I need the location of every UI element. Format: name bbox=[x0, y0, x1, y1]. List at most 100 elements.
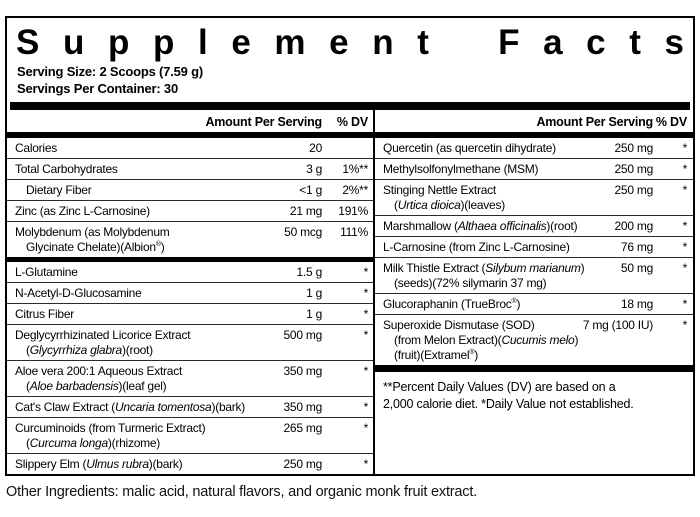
ingredient-amount: 18 mg bbox=[620, 296, 653, 311]
ingredient-name: Marshmallow (Althaea officinalis)(root) bbox=[383, 218, 578, 233]
ingredient-dv: 111% bbox=[340, 224, 368, 239]
ingredient-name: Stinging Nettle Extract bbox=[383, 182, 496, 197]
ingredient-row: Zinc (as Zinc L-Carnosine) 21 mg 191% bbox=[7, 201, 373, 222]
ingredient-name-continued: (seeds)(72% silymarin 37 mg) bbox=[394, 275, 547, 290]
ingredient-amount: 21 mg bbox=[289, 203, 322, 218]
ingredient-amount: 250 mg bbox=[614, 140, 653, 155]
facts-columns: Amount Per Serving % DV Calories 20 Tota… bbox=[7, 110, 693, 474]
left-header-bar bbox=[7, 132, 373, 138]
ingredient-name: N-Acetyl-D-Glucosamine bbox=[15, 285, 142, 300]
ingredient-row: Aloe vera 200:1 Aqueous Extract 350 mg *… bbox=[7, 361, 373, 397]
ingredient-name: Slippery Elm (Ulmus rubra)(bark) bbox=[15, 456, 183, 471]
ingredient-row: Slippery Elm (Ulmus rubra)(bark) 250 mg … bbox=[7, 454, 373, 474]
ingredient-amount: <1 g bbox=[299, 182, 322, 197]
ingredient-dv: * bbox=[682, 296, 688, 311]
ingredient-name-continued: (Urtica dioica)(leaves) bbox=[394, 197, 505, 212]
column-divider bbox=[373, 110, 375, 474]
ingredient-row: Marshmallow (Althaea officinalis)(root) … bbox=[375, 216, 693, 237]
right-column-header: Amount Per Serving % DV bbox=[375, 110, 693, 132]
ingredient-amount: 1 g bbox=[306, 285, 322, 300]
ingredient-amount: 250 mg bbox=[614, 182, 653, 197]
top-divider-bar bbox=[10, 102, 690, 110]
ingredient-name: L-Carnosine (from Zinc L-Carnosine) bbox=[383, 239, 570, 254]
ingredient-row: Glucoraphanin (TrueBroc®) 18 mg * bbox=[375, 294, 693, 315]
ingredient-dv: * bbox=[363, 420, 369, 435]
percent-dv-header: % DV bbox=[336, 115, 368, 129]
ingredient-dv: * bbox=[682, 260, 688, 275]
ingredient-name: Quercetin (as quercetin dihydrate) bbox=[383, 140, 556, 155]
ingredient-amount: 7 mg (100 IU) bbox=[582, 317, 653, 332]
ingredient-amount: 76 mg bbox=[620, 239, 653, 254]
ingredient-row: Milk Thistle Extract (Silybum marianum) … bbox=[375, 258, 693, 294]
ingredient-dv: * bbox=[682, 161, 688, 176]
daily-value-footnote: **Percent Daily Values (DV) are based on… bbox=[383, 380, 634, 411]
ingredient-name: Aloe vera 200:1 Aqueous Extract bbox=[15, 363, 183, 378]
ingredient-row: L-Glutamine 1.5 g * bbox=[7, 262, 373, 283]
ingredient-name-continued: (Glycyrrhiza glabra)(root) bbox=[26, 342, 153, 357]
other-ingredients: Other Ingredients: malic acid, natural f… bbox=[6, 484, 477, 500]
ingredient-amount: 250 mg bbox=[283, 456, 322, 471]
ingredient-row: Calories 20 bbox=[7, 138, 373, 159]
ingredient-dv: 191% bbox=[338, 203, 368, 218]
ingredient-amount: 200 mg bbox=[614, 218, 653, 233]
ingredient-row: Total Carbohydrates 3 g 1%** bbox=[7, 159, 373, 180]
nutrients-section: Calories 20 Total Carbohydrates 3 g 1%**… bbox=[7, 138, 373, 257]
ingredient-row: Stinging Nettle Extract 250 mg * (Urtica… bbox=[375, 180, 693, 216]
ingredient-name: Zinc (as Zinc L-Carnosine) bbox=[15, 203, 150, 218]
left-section-bar bbox=[7, 257, 373, 262]
ingredient-name: Citrus Fiber bbox=[15, 306, 75, 321]
ingredient-row: L-Carnosine (from Zinc L-Carnosine) 76 m… bbox=[375, 237, 693, 258]
ingredient-dv: * bbox=[363, 363, 369, 378]
ingredient-dv: * bbox=[682, 182, 688, 197]
ingredient-amount: 50 mg bbox=[620, 260, 653, 275]
ingredient-name-continued: (from Melon Extract)(Cucumis melo) bbox=[394, 332, 579, 347]
ingredient-amount: 3 g bbox=[306, 161, 322, 176]
ingredient-name: Methylsolfonylmethane (MSM) bbox=[383, 161, 539, 176]
ingredient-dv: * bbox=[682, 140, 688, 155]
ingredient-dv: * bbox=[363, 327, 369, 342]
ingredient-name: Cat's Claw Extract (Uncaria tomentosa)(b… bbox=[15, 399, 246, 414]
serving-size: Serving Size: 2 Scoops (7.59 g) bbox=[17, 64, 203, 79]
ingredient-dv: * bbox=[682, 317, 688, 332]
ingredients-section: Quercetin (as quercetin dihydrate) 250 m… bbox=[375, 138, 693, 365]
ingredient-row: N-Acetyl-D-Glucosamine 1 g * bbox=[7, 283, 373, 304]
ingredient-row: Molybdenum (as Molybdenum 50 mcg 111% Gl… bbox=[7, 222, 373, 257]
ingredient-amount: 350 mg bbox=[283, 363, 322, 378]
ingredient-dv: * bbox=[363, 306, 369, 321]
footnote-divider-bar bbox=[375, 365, 693, 372]
right-header-bar bbox=[375, 132, 693, 138]
ingredient-amount: 1 g bbox=[306, 306, 322, 321]
ingredient-dv: * bbox=[363, 399, 369, 414]
ingredient-amount: 20 bbox=[309, 140, 322, 155]
ingredient-dv: * bbox=[363, 264, 369, 279]
ingredient-name: Superoxide Dismutase (SOD) bbox=[383, 317, 535, 332]
ingredient-amount: 500 mg bbox=[283, 327, 322, 342]
ingredient-dv: * bbox=[363, 285, 369, 300]
ingredient-name: Calories bbox=[15, 140, 58, 155]
ingredient-name-continued: Glycinate Chelate)(Albion®) bbox=[26, 239, 165, 254]
ingredient-dv: 1%** bbox=[342, 161, 368, 176]
ingredient-name: Total Carbohydrates bbox=[15, 161, 118, 176]
ingredient-name: Dietary Fiber bbox=[26, 182, 92, 197]
ingredient-name: L-Glutamine bbox=[15, 264, 78, 279]
ingredient-row: Methylsolfonylmethane (MSM) 250 mg * bbox=[375, 159, 693, 180]
ingredient-row: Superoxide Dismutase (SOD) 7 mg (100 IU)… bbox=[375, 315, 693, 365]
percent-dv-header: % DV bbox=[655, 115, 687, 129]
left-column: Amount Per Serving % DV Calories 20 Tota… bbox=[7, 110, 373, 474]
ingredient-amount: 1.5 g bbox=[296, 264, 323, 279]
ingredient-amount: 50 mcg bbox=[284, 224, 322, 239]
servings-per-container: Servings Per Container: 30 bbox=[17, 80, 178, 96]
ingredient-dv: 2%** bbox=[342, 182, 368, 197]
ingredient-amount: 265 mg bbox=[283, 420, 322, 435]
amount-per-serving-header: Amount Per Serving bbox=[205, 115, 322, 129]
serving-info: Serving Size: 2 Scoops (7.59 g) Servings… bbox=[7, 61, 693, 102]
ingredient-row: Deglycyrrhizinated Licorice Extract 500 … bbox=[7, 325, 373, 361]
ingredient-name: Curcuminoids (from Turmeric Extract) bbox=[15, 420, 206, 435]
ingredient-name: Glucoraphanin (TrueBroc®) bbox=[383, 296, 521, 311]
ingredient-row: Citrus Fiber 1 g * bbox=[7, 304, 373, 325]
ingredient-row: Dietary Fiber <1 g 2%** bbox=[7, 180, 373, 201]
ingredient-name: Molybdenum (as Molybdenum bbox=[15, 224, 170, 239]
ingredient-name: Deglycyrrhizinated Licorice Extract bbox=[15, 327, 191, 342]
ingredient-row: Cat's Claw Extract (Uncaria tomentosa)(b… bbox=[7, 397, 373, 418]
